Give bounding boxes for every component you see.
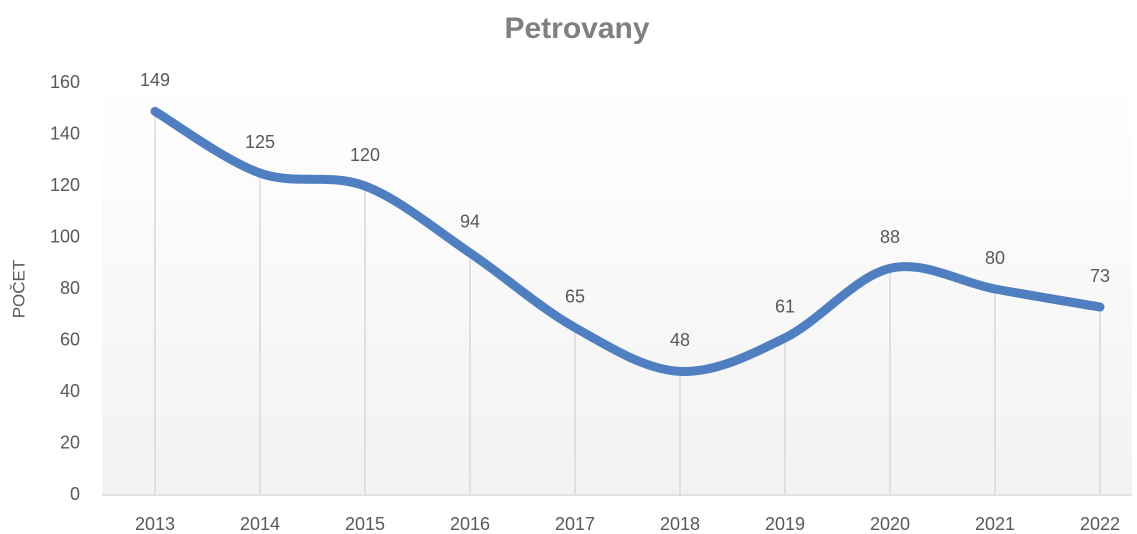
data-label: 120 — [350, 145, 380, 165]
y-tick-label: 100 — [50, 226, 80, 246]
x-tick-label: 2018 — [660, 514, 700, 534]
y-tick-label: 40 — [60, 381, 80, 401]
y-tick-label: 120 — [50, 175, 80, 195]
y-tick-label: 80 — [60, 278, 80, 298]
x-tick-label: 2020 — [870, 514, 910, 534]
data-label: 125 — [245, 132, 275, 152]
plot-area — [102, 83, 1132, 495]
x-tick-label: 2021 — [975, 514, 1015, 534]
x-tick-label: 2022 — [1080, 514, 1120, 534]
y-tick-label: 160 — [50, 72, 80, 92]
y-tick-label: 140 — [50, 123, 80, 143]
line — [150, 106, 1105, 376]
chart-title: Petrovany — [504, 12, 649, 45]
data-label: 94 — [460, 212, 480, 232]
y-tick-label: 60 — [60, 329, 80, 349]
data-label: 48 — [670, 330, 690, 350]
x-tick-label: 2014 — [240, 514, 280, 534]
data-label: 61 — [775, 297, 795, 317]
y-tick-label: 0 — [70, 484, 80, 504]
data-label: 88 — [880, 227, 900, 247]
data-label: 149 — [140, 70, 170, 90]
data-label: 73 — [1090, 266, 1110, 286]
y-axis-label: POČET — [9, 260, 28, 319]
y-tick-label: 20 — [60, 432, 80, 452]
x-tick-label: 2013 — [135, 514, 175, 534]
x-tick-label: 2019 — [765, 514, 805, 534]
x-tick-label: 2015 — [345, 514, 385, 534]
data-label: 65 — [565, 286, 585, 306]
data-label: 80 — [985, 248, 1005, 268]
x-tick-label: 2016 — [450, 514, 490, 534]
x-tick-label: 2017 — [555, 514, 595, 534]
